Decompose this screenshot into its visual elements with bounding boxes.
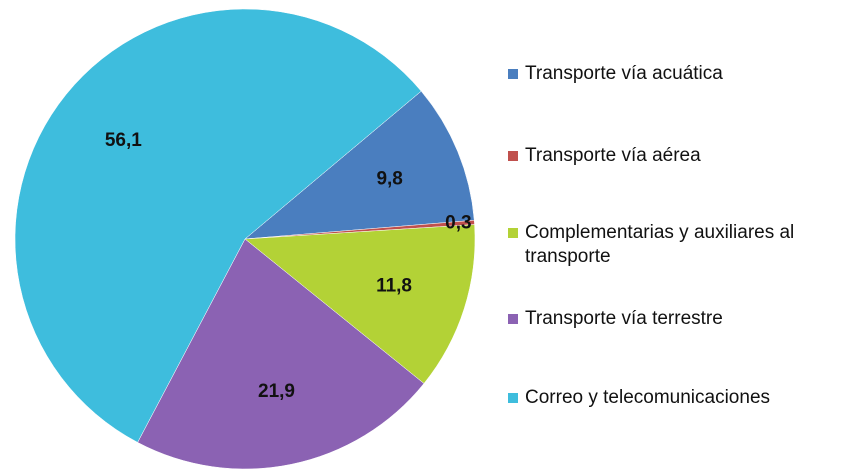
legend-item: Correo y telecomunicaciones <box>508 386 838 410</box>
data-label: 56,1 <box>105 130 142 151</box>
legend-swatch <box>508 314 518 324</box>
data-label: 11,8 <box>376 275 412 296</box>
legend-item: Transporte vía aérea <box>508 144 838 168</box>
pie-slice <box>137 238 425 469</box>
legend-swatch <box>508 151 518 161</box>
legend-label: Correo y telecomunicaciones <box>525 387 771 408</box>
data-label: 0,3 <box>445 213 471 234</box>
legend-swatch <box>508 228 518 238</box>
pie-slice <box>244 224 476 384</box>
pie-slice <box>14 8 422 443</box>
legend-swatch <box>508 393 518 403</box>
legend-label: Transporte vía acuática <box>525 63 723 84</box>
legend-label: Transporte vía aérea <box>525 145 701 166</box>
legend-item: Complementarias y auxiliares al transpor… <box>508 221 838 269</box>
legend-item: Transporte vía terrestre <box>508 307 838 331</box>
data-label: 9,8 <box>376 169 402 190</box>
legend-item: Transporte vía acuática <box>508 62 838 86</box>
chart: 9,8 0,3 11,8 21,9 56,1 <box>14 8 476 469</box>
legend-label: Complementarias y auxiliares al transpor… <box>525 222 795 267</box>
data-label: 21,9 <box>258 381 295 402</box>
legend-swatch <box>508 69 518 79</box>
pie-slice <box>244 90 475 240</box>
legend-label: Transporte vía terrestre <box>525 308 723 329</box>
